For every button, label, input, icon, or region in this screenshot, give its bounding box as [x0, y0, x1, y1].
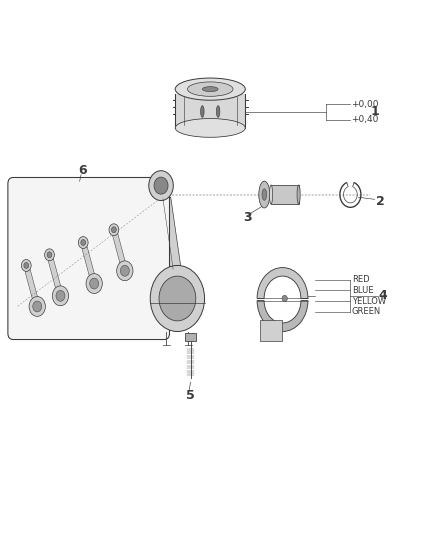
Circle shape: [47, 252, 52, 258]
Circle shape: [117, 261, 133, 281]
Ellipse shape: [216, 106, 220, 117]
Circle shape: [52, 286, 69, 306]
Text: YELLOW: YELLOW: [352, 297, 386, 305]
Ellipse shape: [175, 78, 245, 100]
Text: +0,00: +0,00: [351, 100, 379, 109]
Text: BLUE: BLUE: [352, 286, 373, 295]
Circle shape: [120, 265, 129, 276]
Polygon shape: [113, 234, 125, 263]
Circle shape: [159, 276, 196, 321]
Bar: [260, 320, 282, 342]
Circle shape: [29, 296, 46, 317]
Circle shape: [56, 290, 65, 301]
Circle shape: [109, 224, 119, 236]
Circle shape: [45, 249, 54, 261]
Circle shape: [111, 227, 117, 233]
Circle shape: [78, 237, 88, 248]
Polygon shape: [25, 270, 38, 299]
Circle shape: [24, 262, 29, 269]
Circle shape: [90, 278, 99, 289]
Text: GREEN: GREEN: [352, 308, 381, 316]
Wedge shape: [257, 301, 308, 332]
Ellipse shape: [175, 118, 245, 138]
Circle shape: [149, 171, 173, 200]
Text: 2: 2: [376, 195, 385, 208]
Ellipse shape: [269, 185, 272, 204]
Text: 3: 3: [244, 211, 252, 224]
Text: RED: RED: [352, 276, 369, 284]
FancyBboxPatch shape: [8, 177, 170, 340]
Text: 1: 1: [371, 105, 379, 118]
Ellipse shape: [259, 181, 270, 208]
Wedge shape: [257, 268, 308, 298]
Ellipse shape: [202, 87, 218, 92]
Text: +0,40: +0,40: [351, 115, 378, 124]
Ellipse shape: [187, 82, 233, 96]
Circle shape: [86, 273, 102, 294]
Circle shape: [154, 177, 168, 194]
Circle shape: [33, 301, 42, 312]
Text: 6: 6: [78, 164, 87, 177]
Bar: [271, 185, 299, 204]
Ellipse shape: [262, 189, 267, 200]
Circle shape: [150, 265, 205, 332]
FancyBboxPatch shape: [175, 94, 245, 128]
Ellipse shape: [201, 106, 204, 117]
Polygon shape: [155, 197, 181, 271]
Polygon shape: [82, 247, 95, 276]
Polygon shape: [48, 259, 61, 288]
Ellipse shape: [297, 185, 300, 204]
Circle shape: [21, 260, 31, 271]
Circle shape: [282, 295, 287, 302]
Bar: [185, 333, 196, 341]
Text: 5: 5: [186, 389, 195, 402]
Circle shape: [81, 239, 86, 246]
Text: 4: 4: [379, 289, 388, 302]
